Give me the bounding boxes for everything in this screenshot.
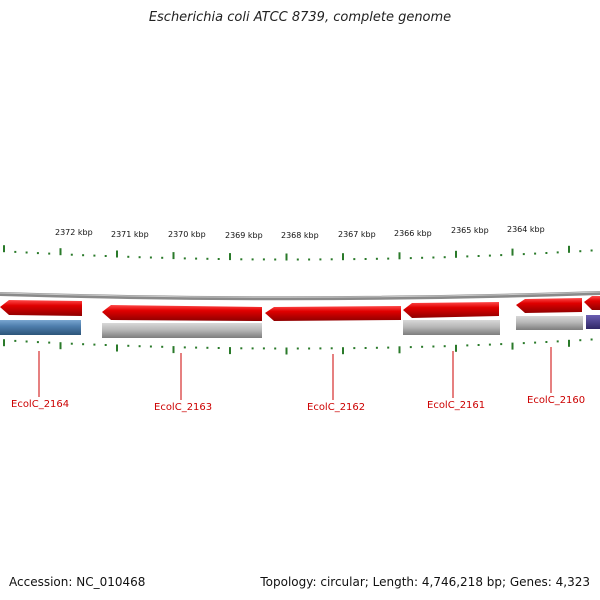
gene-labels: EcolC_2164 EcolC_2163 EcolC_2162 EcolC_2… — [11, 395, 585, 413]
outer-tick-marks — [3, 245, 593, 261]
kbp-label: 2367 kbp — [338, 230, 376, 239]
cog-bars — [0, 315, 600, 338]
gene-arrows — [0, 296, 600, 321]
gene-arrow-ecolc-2163[interactable] — [102, 305, 262, 321]
gene-arrow-ecolc-2164[interactable] — [0, 300, 82, 316]
gene-label: EcolC_2164 — [11, 399, 69, 410]
kbp-label: 2364 kbp — [507, 225, 545, 234]
genome-summary-text: Topology: circular; Length: 4,746,218 bp… — [260, 575, 590, 589]
kbp-label: 2370 kbp — [168, 230, 206, 239]
kbp-label: 2369 kbp — [225, 231, 263, 240]
gene-label: EcolC_2160 — [527, 395, 585, 406]
accession-text: Accession: NC_010468 — [9, 575, 146, 589]
gene-label-lines — [38, 347, 552, 400]
gene-label: EcolC_2162 — [307, 402, 365, 413]
kbp-label: 2372 kbp — [55, 228, 93, 237]
kbp-label: 2365 kbp — [451, 226, 489, 235]
backbone-arc — [0, 291, 600, 301]
cog-bar-partial — [586, 315, 600, 329]
cog-bar-ecolc-2163 — [102, 323, 262, 338]
gene-arrow-partial[interactable] — [584, 296, 600, 310]
gene-label: EcolC_2163 — [154, 402, 212, 413]
backbone-arc-highlight — [0, 291, 600, 298]
kbp-label: 2368 kbp — [281, 231, 319, 240]
map-title: Escherichia coli ATCC 8739, complete gen… — [148, 10, 452, 25]
gene-label: EcolC_2161 — [427, 400, 485, 411]
cog-bar-ecolc-2160 — [516, 316, 583, 330]
gene-arrow-ecolc-2162[interactable] — [265, 306, 401, 321]
kbp-label: 2366 kbp — [394, 229, 432, 238]
kbp-label: 2371 kbp — [111, 230, 149, 239]
gene-arrow-ecolc-2161[interactable] — [403, 302, 499, 318]
kbp-labels: 2372 kbp 2371 kbp 2370 kbp 2369 kbp 2368… — [55, 225, 545, 240]
cog-bar-ecolc-2161 — [403, 320, 500, 335]
cog-bar-ecolc-2164 — [0, 320, 81, 335]
inner-tick-marks — [3, 338, 593, 355]
gene-arrow-ecolc-2160[interactable] — [516, 298, 582, 313]
